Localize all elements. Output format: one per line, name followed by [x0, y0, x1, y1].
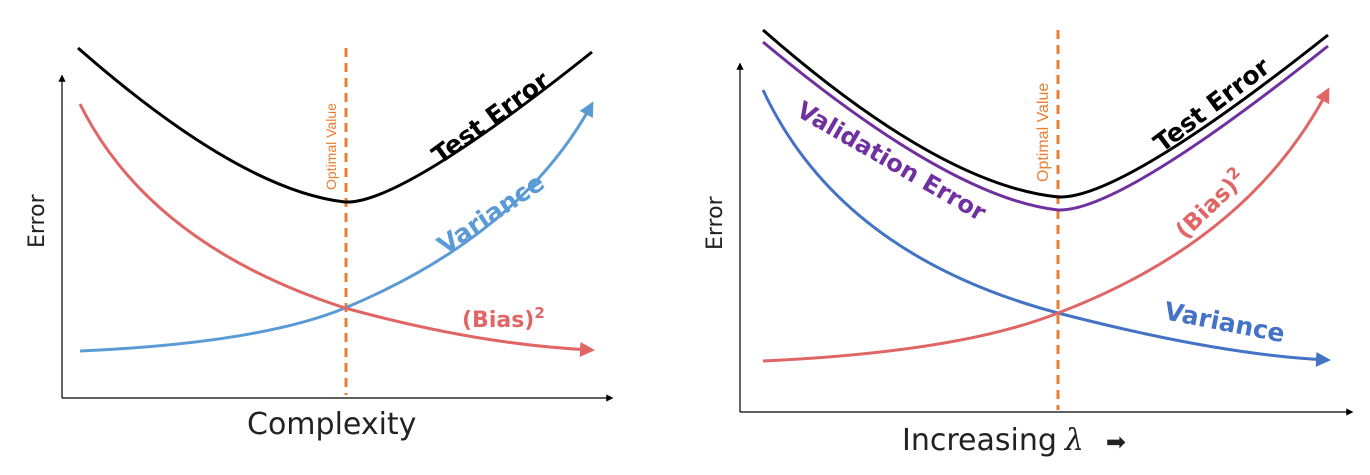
left-label-bias-text: (Bias) — [462, 308, 534, 333]
left-label-test-error: Test Error — [426, 65, 555, 170]
right-optimal-label: Optimal Value — [1035, 83, 1052, 182]
left-optimal-label: Optimal Value — [323, 103, 339, 190]
left-label-variance: Variance — [432, 168, 550, 260]
left-label-bias-sup: 2 — [534, 304, 544, 322]
right-x-title-arrow: ➡ — [1106, 428, 1126, 456]
right-series-validation-error — [762, 40, 1329, 212]
right-label-bias: (Bias)2 — [1168, 162, 1251, 244]
left-series-bias — [78, 103, 595, 357]
left-x-title: Complexity — [247, 407, 416, 442]
right-x-title-text: Increasing — [902, 423, 1057, 458]
right-series-variance — [761, 89, 1331, 367]
right-x-title-symbol: λ — [1064, 423, 1084, 458]
right-y-title: Error — [703, 195, 728, 250]
left-series-test-error — [77, 46, 593, 204]
right-label-test-error: Test Error — [1148, 52, 1276, 158]
right-label-validation-error: Validation Error — [792, 96, 991, 227]
left-label-bias: (Bias)2 — [462, 304, 545, 333]
chart-left: Optimal Value Test Error Variance (Bias)… — [25, 46, 614, 442]
chart-right: Optimal Value Test Error Validation Erro… — [703, 28, 1354, 458]
right-series-test-error — [762, 28, 1329, 199]
right-series-bias — [762, 87, 1330, 363]
left-y-title: Error — [25, 193, 50, 248]
right-x-title: Increasing λ ➡ — [902, 423, 1126, 458]
